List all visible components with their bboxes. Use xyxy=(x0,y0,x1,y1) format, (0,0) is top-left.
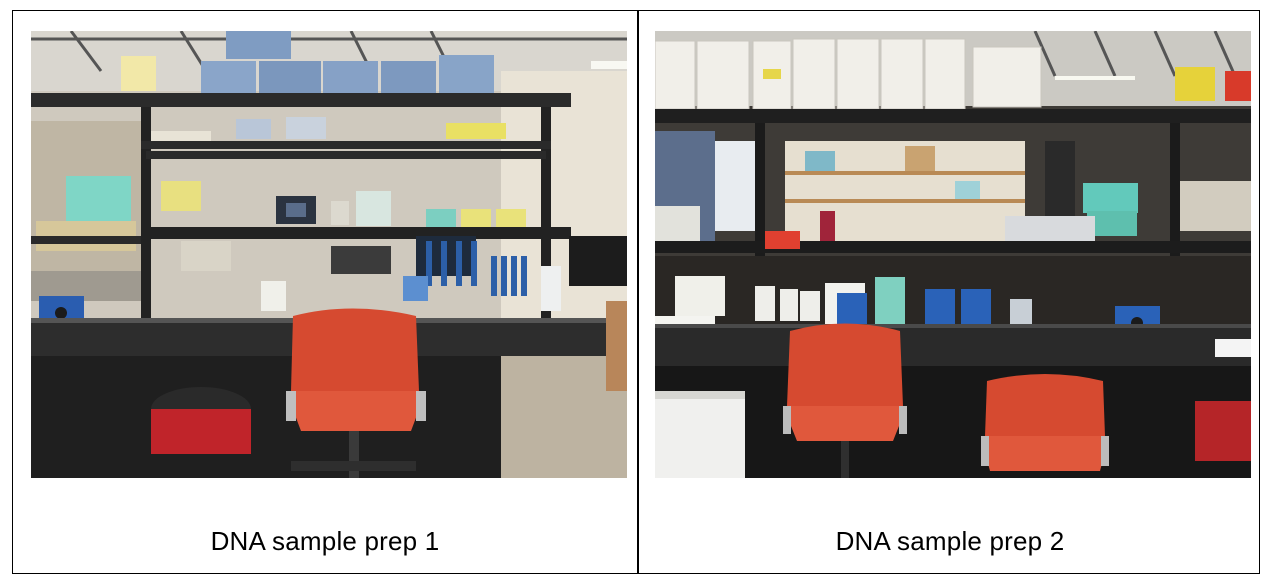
figure-table: DNA sample prep 1 xyxy=(12,10,1260,574)
lab-bench-photo-2 xyxy=(655,31,1251,478)
caption-2: DNA sample prep 2 xyxy=(835,526,1065,556)
lab-bench-2-illustration xyxy=(655,31,1251,478)
lab-bench-1-illustration xyxy=(31,31,627,478)
panel-2: DNA sample prep 2 xyxy=(639,11,1261,573)
column-divider xyxy=(637,11,639,573)
panel-1: DNA sample prep 1 xyxy=(13,11,637,573)
caption-1: DNA sample prep 1 xyxy=(210,526,440,556)
lab-bench-photo-1 xyxy=(31,31,627,478)
